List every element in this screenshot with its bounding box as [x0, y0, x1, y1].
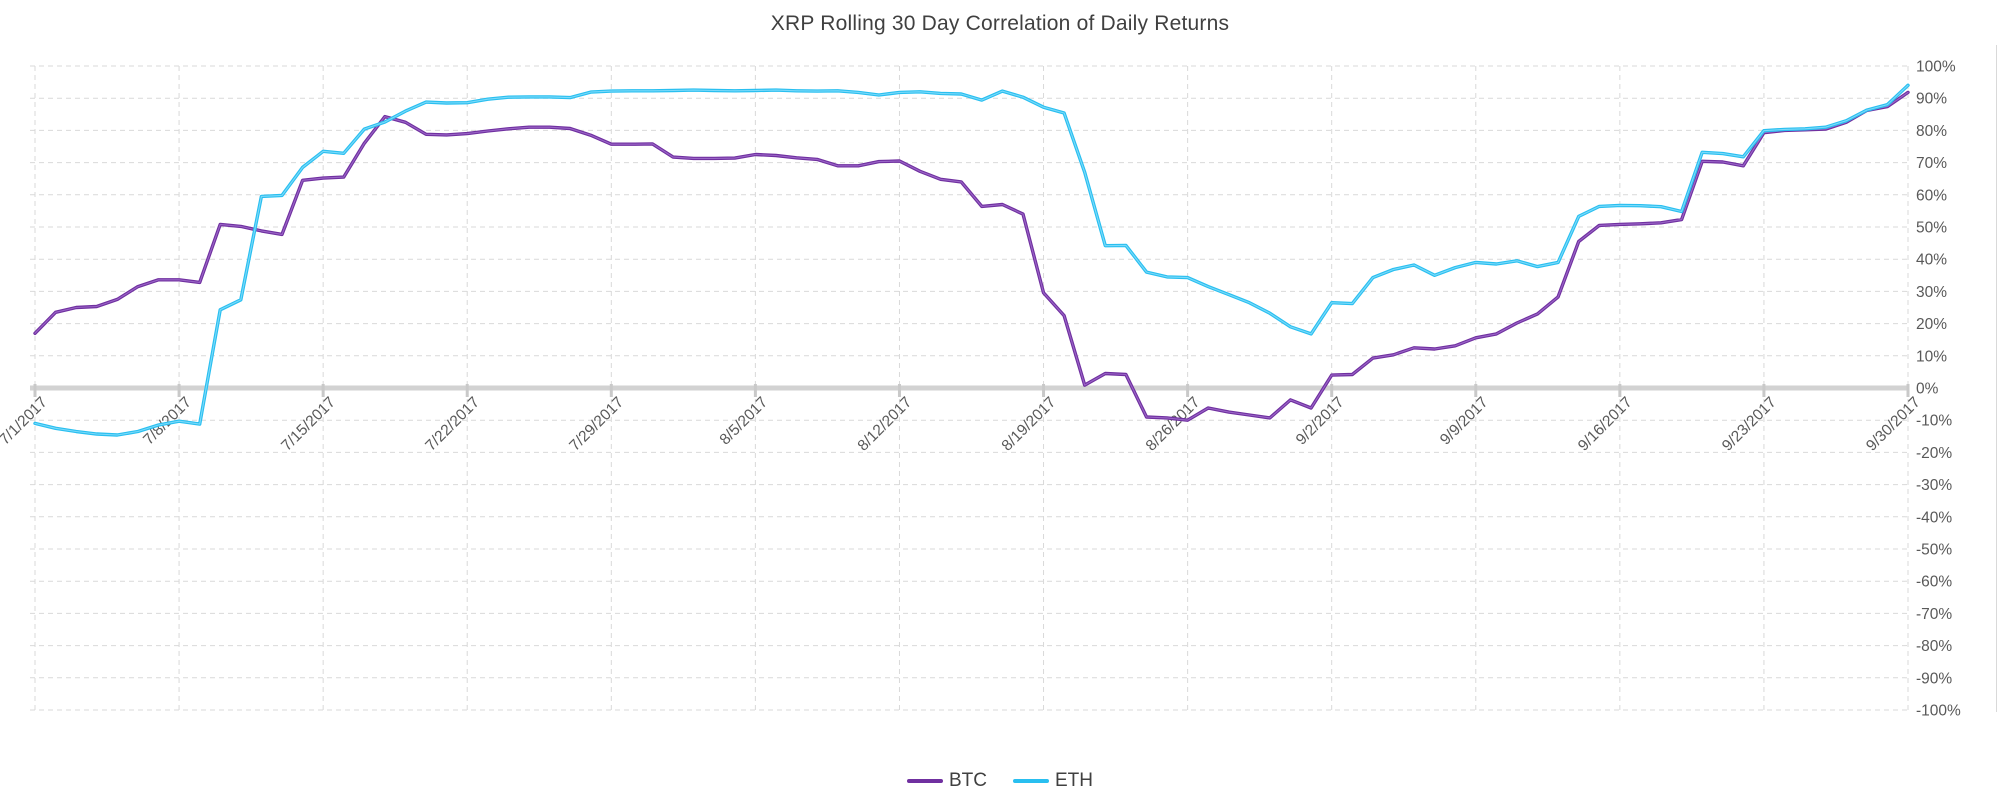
y-axis-tick-label: -70%	[1916, 606, 1952, 623]
y-axis-tick-label: -80%	[1916, 638, 1952, 655]
y-axis-labels: 100% 90% 80% 70% 60% 50% 40% 30% 20% 10% 0% -10% -20…	[1916, 59, 1961, 720]
y-axis-tick-label: 50%	[1916, 220, 1947, 237]
x-axis-tick-label: 9/2/2017	[1293, 394, 1348, 449]
series-line-eth	[33, 83, 1910, 437]
x-axis-tick-label: 7/29/2017	[566, 394, 627, 455]
y-axis-tick-label: -40%	[1916, 509, 1952, 526]
x-axis-tick-label: 9/16/2017	[1575, 394, 1636, 455]
x-axis-tick-label: 8/5/2017	[717, 394, 772, 449]
x-axis-tick-label: 7/15/2017	[278, 394, 339, 455]
y-axis-tick-label: 40%	[1916, 252, 1947, 269]
chart-legend: BTC ETH	[0, 770, 2000, 792]
y-axis-tick-label: -100%	[1916, 703, 1961, 720]
x-axis-tick-label: 7/22/2017	[422, 394, 483, 455]
y-axis-tick-label: -90%	[1916, 670, 1952, 687]
y-axis-tick-label: 100%	[1916, 59, 1956, 76]
legend-item-btc[interactable]: BTC	[907, 770, 987, 792]
x-axis-tick-label: 8/26/2017	[1143, 394, 1204, 455]
x-axis-tick-label: 8/19/2017	[999, 394, 1060, 455]
y-axis-tick-label: -30%	[1916, 477, 1952, 494]
x-axis-tick-label: 9/23/2017	[1719, 394, 1780, 455]
y-axis-tick-label: 90%	[1916, 91, 1947, 108]
y-axis-tick-label: 80%	[1916, 123, 1947, 140]
y-axis-tick-label: -20%	[1916, 445, 1952, 462]
x-axis-labels: 7/1/2017 7/8/2017 7/15/2017 7/22/2017 7/29/2…	[0, 394, 1924, 455]
y-axis-tick-label: -50%	[1916, 542, 1952, 559]
eth-line-swatch-icon	[1013, 779, 1049, 783]
x-axis-tick-label: 9/30/2017	[1863, 394, 1924, 455]
y-axis-tick-label: 70%	[1916, 155, 1947, 172]
y-axis-tick-label: -10%	[1916, 413, 1952, 430]
zero-axis-line	[30, 384, 1910, 397]
y-axis-tick-label: 30%	[1916, 284, 1947, 301]
btc-line-swatch-icon	[907, 779, 943, 783]
y-axis-tick-label: 60%	[1916, 187, 1947, 204]
x-axis-tick-label: 7/1/2017	[0, 394, 51, 449]
x-axis-tick-label: 8/12/2017	[855, 394, 916, 455]
legend-label-btc: BTC	[949, 770, 987, 791]
legend-label-eth: ETH	[1055, 770, 1093, 791]
series-line-btc	[33, 90, 1910, 422]
horizontal-gridlines	[30, 65, 1908, 711]
y-axis-tick-label: 10%	[1916, 348, 1947, 365]
legend-item-eth[interactable]: ETH	[1013, 770, 1093, 792]
chart-title: XRP Rolling 30 Day Correlation of Daily …	[770, 12, 1230, 35]
y-axis-tick-label: 20%	[1916, 316, 1947, 333]
y-axis-tick-label: -60%	[1916, 574, 1952, 591]
x-axis-tick-label: 9/9/2017	[1437, 394, 1492, 449]
y-axis-tick-label: 0%	[1916, 381, 1939, 398]
